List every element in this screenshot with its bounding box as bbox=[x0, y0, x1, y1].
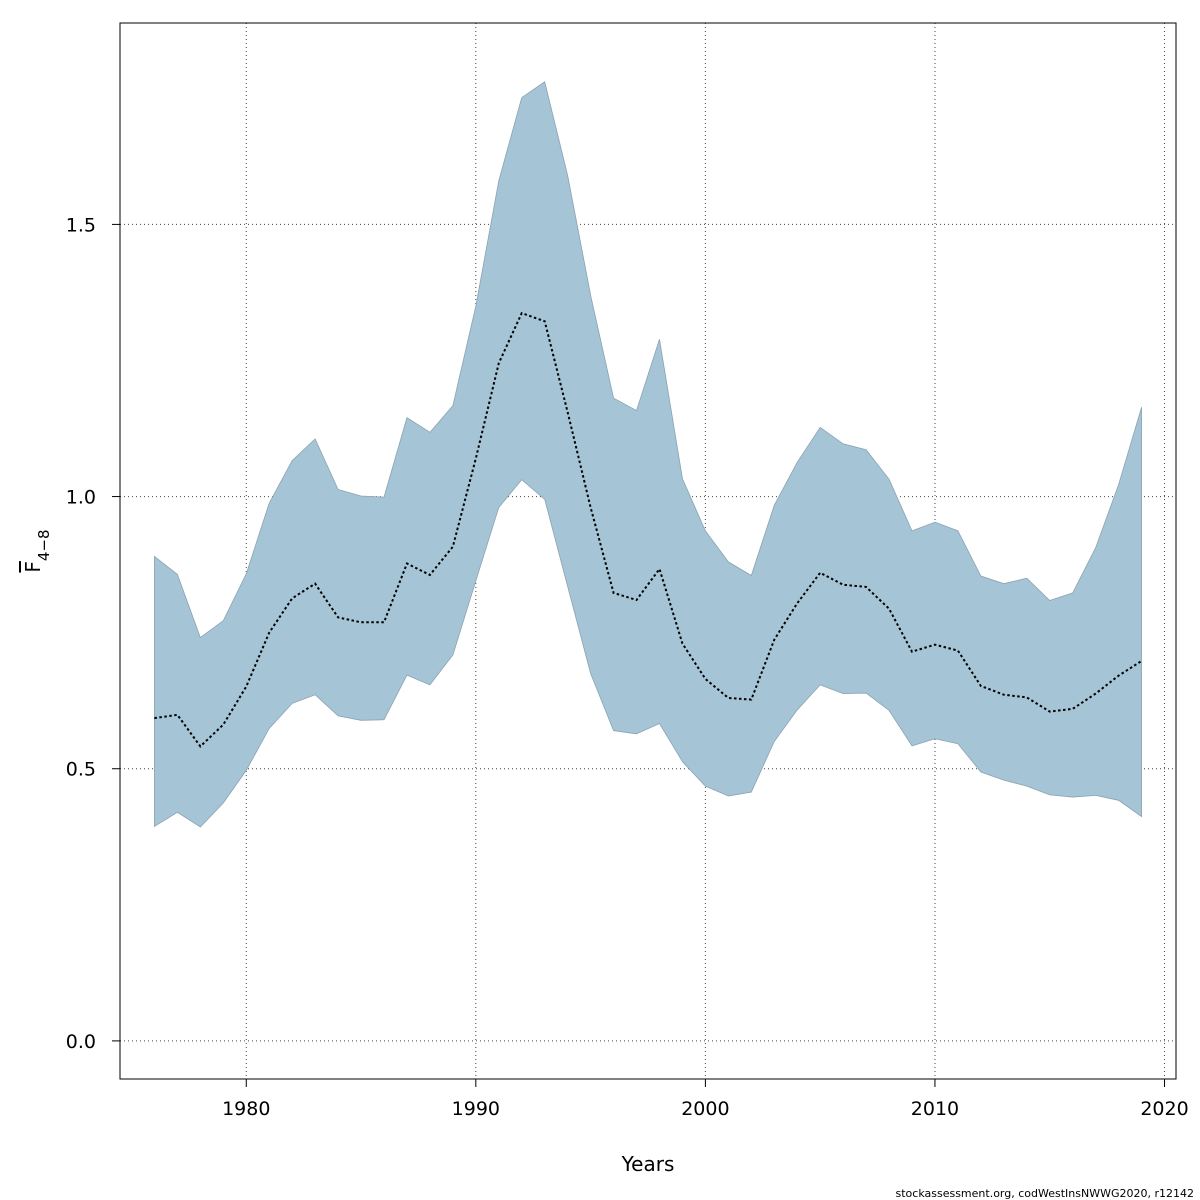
y-tick-label-1: 0.5 bbox=[66, 759, 96, 781]
x-tick-label-1980: 1980 bbox=[222, 1098, 270, 1120]
y-axis-title: F4−8 bbox=[21, 529, 53, 572]
x-tick-label-2010: 2010 bbox=[911, 1098, 959, 1120]
x-axis-title: Years bbox=[621, 1152, 675, 1176]
x-tick-label-1990: 1990 bbox=[452, 1098, 500, 1120]
confidence-band bbox=[154, 81, 1142, 828]
y-axis: 0.0 0.5 1.0 1.5 bbox=[66, 214, 120, 1053]
plot-frame bbox=[119, 22, 1177, 1080]
footer-credit: stockassessment.org, codWestInsNWWG2020,… bbox=[896, 1187, 1195, 1200]
x-tick-label-2020: 2020 bbox=[1140, 1098, 1188, 1120]
y-tick-label-2: 1.0 bbox=[66, 487, 96, 509]
grid-lines bbox=[120, 23, 1176, 1079]
y-tick-label-3: 1.5 bbox=[66, 214, 96, 236]
y-tick-label-0: 0.0 bbox=[66, 1031, 96, 1053]
x-axis: 1980 1990 2000 2010 2020 bbox=[222, 1079, 1189, 1120]
y-axis-title-main: F bbox=[21, 561, 45, 573]
estimate-line bbox=[154, 311, 1143, 748]
x-tick-label-2000: 2000 bbox=[681, 1098, 729, 1120]
y-axis-title-sub: 4−8 bbox=[35, 529, 53, 561]
